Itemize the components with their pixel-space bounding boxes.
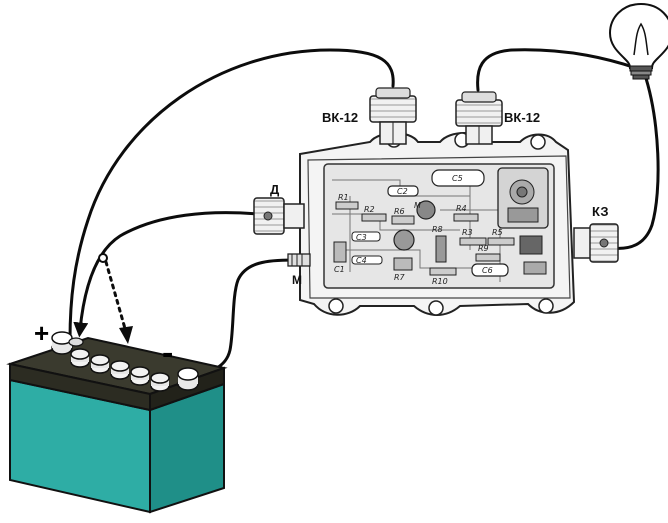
- lamp-bulb-icon: [608, 2, 668, 69]
- test-probe-point: [98, 253, 108, 263]
- component-c1: C1: [334, 265, 345, 274]
- component-r8: R8: [432, 225, 443, 234]
- wire-vk12-left-to-plus: [68, 48, 395, 342]
- connector-kz: [573, 223, 619, 263]
- component-c6: C6: [482, 266, 493, 275]
- component-c3: C3: [356, 233, 367, 242]
- battery-positive-terminal: [51, 331, 84, 355]
- battery-cell-caps: [70, 348, 170, 392]
- component-r9: R9: [478, 244, 489, 253]
- component-r4: R4: [456, 204, 467, 213]
- connector-d: [253, 197, 305, 235]
- component-r1: R1: [338, 193, 349, 202]
- label-kz: КЗ: [592, 204, 609, 219]
- component-c5: C5: [452, 174, 463, 183]
- connector-vk12-right: [455, 91, 503, 145]
- component-r5: R5: [492, 228, 503, 237]
- component-r2: R2: [364, 205, 375, 214]
- test-probe-arrowhead: [119, 326, 133, 344]
- label-battery-plus: +: [34, 318, 49, 348]
- wire-m-to-minus: [190, 258, 295, 376]
- test-probe-dotted-arrow: [104, 260, 128, 334]
- battery-negative-terminal: [177, 367, 199, 391]
- battery: [6, 331, 228, 514]
- component-r10: R10: [432, 277, 448, 286]
- component-c4: C4: [356, 256, 367, 265]
- board-components: C5 C2 R1 R2 C3 C1 C4 R6 M R7 R8 R4: [333, 167, 549, 286]
- label-vk12-left: ВК-12: [322, 110, 358, 125]
- component-r7: R7: [394, 273, 406, 282]
- wire-vk12-right-to-lamp: [476, 48, 638, 92]
- connector-vk12-left: [369, 87, 417, 145]
- lamp: [608, 2, 668, 80]
- component-m: M: [414, 201, 421, 210]
- wire-lamp-to-kz: [610, 70, 660, 250]
- component-r6: R6: [394, 207, 405, 216]
- label-battery-minus: -: [162, 334, 173, 372]
- label-m: М: [292, 273, 302, 287]
- component-r3: R3: [462, 228, 473, 237]
- terminal-m: [287, 253, 311, 267]
- wire-d-to-plus: [73, 211, 260, 338]
- control-box: C5 C2 R1 R2 C3 C1 C4 R6 M R7 R8 R4: [253, 87, 619, 316]
- label-vk12-right: ВК-12: [504, 110, 540, 125]
- labels: ВК-12 ВК-12 Д М КЗ + -: [34, 110, 609, 372]
- label-d: Д: [270, 182, 280, 197]
- component-c2: C2: [397, 187, 408, 196]
- wires: [68, 48, 660, 376]
